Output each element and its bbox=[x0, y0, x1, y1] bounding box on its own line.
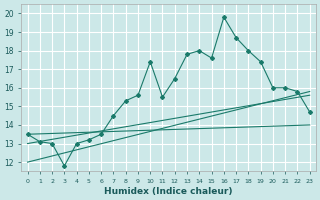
X-axis label: Humidex (Indice chaleur): Humidex (Indice chaleur) bbox=[104, 187, 233, 196]
